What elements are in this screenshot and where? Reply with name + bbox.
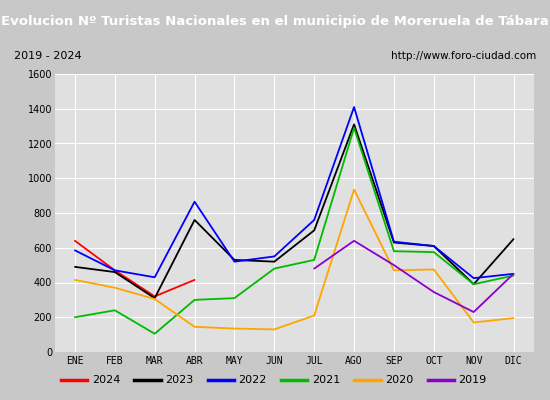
Text: 2019 - 2024: 2019 - 2024 <box>14 51 81 61</box>
Text: http://www.foro-ciudad.com: http://www.foro-ciudad.com <box>391 51 536 61</box>
Text: 2023: 2023 <box>165 375 193 385</box>
Text: Evolucion Nº Turistas Nacionales en el municipio de Moreruela de Tábara: Evolucion Nº Turistas Nacionales en el m… <box>1 14 549 28</box>
Text: 2019: 2019 <box>458 375 487 385</box>
Text: 2024: 2024 <box>92 375 120 385</box>
Text: 2021: 2021 <box>312 375 340 385</box>
Text: 2022: 2022 <box>238 375 267 385</box>
Text: 2020: 2020 <box>385 375 413 385</box>
